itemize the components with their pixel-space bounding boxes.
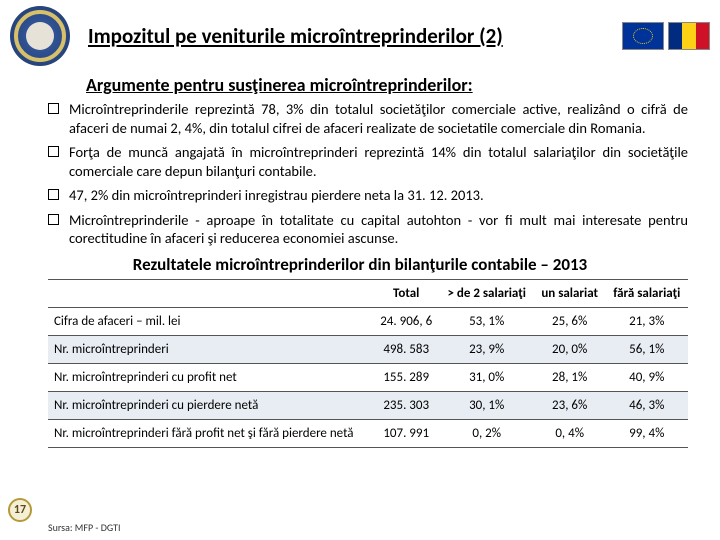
page-title: Impozitul pe veniturile microîntreprinde…: [88, 23, 503, 49]
table-row: Cifra de afaceri – mil. lei24. 906, 653,…: [48, 307, 688, 335]
bullet-list: Microîntreprinderile reprezintă 78, 3% d…: [0, 100, 720, 248]
cell-value: 53, 1%: [440, 307, 534, 335]
bullet-text: Forţa de muncă angajată în microîntrepri…: [69, 143, 688, 180]
cell-value: 107. 991: [373, 419, 440, 447]
romania-flag-icon: [668, 22, 710, 50]
cell-value: 99, 4%: [606, 419, 688, 447]
row-label: Nr. microîntreprinderi fără profit net ş…: [48, 419, 373, 447]
cell-value: 31, 0%: [440, 363, 534, 391]
cell-value: 56, 1%: [606, 335, 688, 363]
table-row: Nr. microîntreprinderi cu profit net155.…: [48, 363, 688, 391]
cell-value: 20, 0%: [534, 335, 606, 363]
source-note: Sursa: MFP - DGTI: [48, 521, 121, 534]
col-label: [48, 279, 373, 307]
page-number: 17: [8, 498, 32, 522]
cell-value: 23, 6%: [534, 391, 606, 419]
cell-value: 30, 1%: [440, 391, 534, 419]
bullet-text: Microîntreprinderile - aproape în totali…: [69, 211, 688, 248]
cell-value: 28, 1%: [534, 363, 606, 391]
row-label: Nr. microîntreprinderi: [48, 335, 373, 363]
bullet-item: Microîntreprinderile reprezintă 78, 3% d…: [48, 100, 688, 137]
table-row: Nr. microîntreprinderi fără profit net ş…: [48, 419, 688, 447]
cell-value: 21, 3%: [606, 307, 688, 335]
cell-value: 24. 906, 6: [373, 307, 440, 335]
col-total: Total: [373, 279, 440, 307]
section-subtitle: Argumente pentru susţinerea microîntrepr…: [86, 74, 720, 96]
row-label: Nr. microîntreprinderi cu pierdere netă: [48, 391, 373, 419]
square-bullet-icon: [48, 189, 59, 200]
square-bullet-icon: [48, 146, 59, 157]
cell-value: 498. 583: [373, 335, 440, 363]
cell-value: 25, 6%: [534, 307, 606, 335]
square-bullet-icon: [48, 214, 59, 225]
ministry-seal: [10, 6, 70, 66]
cell-value: 0, 4%: [534, 419, 606, 447]
col-gt2: > de 2 salariaţi: [440, 279, 534, 307]
cell-value: 40, 9%: [606, 363, 688, 391]
table-header-row: Total > de 2 salariaţi un salariat fără …: [48, 279, 688, 307]
cell-value: 46, 3%: [606, 391, 688, 419]
row-label: Nr. microîntreprinderi cu profit net: [48, 363, 373, 391]
bullet-text: Microîntreprinderile reprezintă 78, 3% d…: [69, 100, 688, 137]
bullet-item: Forţa de muncă angajată în microîntrepri…: [48, 143, 688, 180]
square-bullet-icon: [48, 103, 59, 114]
row-label: Cifra de afaceri – mil. lei: [48, 307, 373, 335]
bullet-text: 47, 2% din microîntreprinderi inregistra…: [69, 186, 484, 205]
results-table: Total > de 2 salariaţi un salariat fără …: [48, 279, 688, 448]
eu-flag-icon: [622, 22, 664, 50]
table-title: Rezultatele microîntreprinderilor din bi…: [0, 254, 720, 275]
cell-value: 23, 9%: [440, 335, 534, 363]
table-row: Nr. microîntreprinderi498. 58323, 9%20, …: [48, 335, 688, 363]
col-none: fără salariaţi: [606, 279, 688, 307]
col-one: un salariat: [534, 279, 606, 307]
cell-value: 155. 289: [373, 363, 440, 391]
table-row: Nr. microîntreprinderi cu pierdere netă2…: [48, 391, 688, 419]
bullet-item: Microîntreprinderile - aproape în totali…: [48, 211, 688, 248]
cell-value: 235. 303: [373, 391, 440, 419]
bullet-item: 47, 2% din microîntreprinderi inregistra…: [48, 186, 688, 205]
cell-value: 0, 2%: [440, 419, 534, 447]
